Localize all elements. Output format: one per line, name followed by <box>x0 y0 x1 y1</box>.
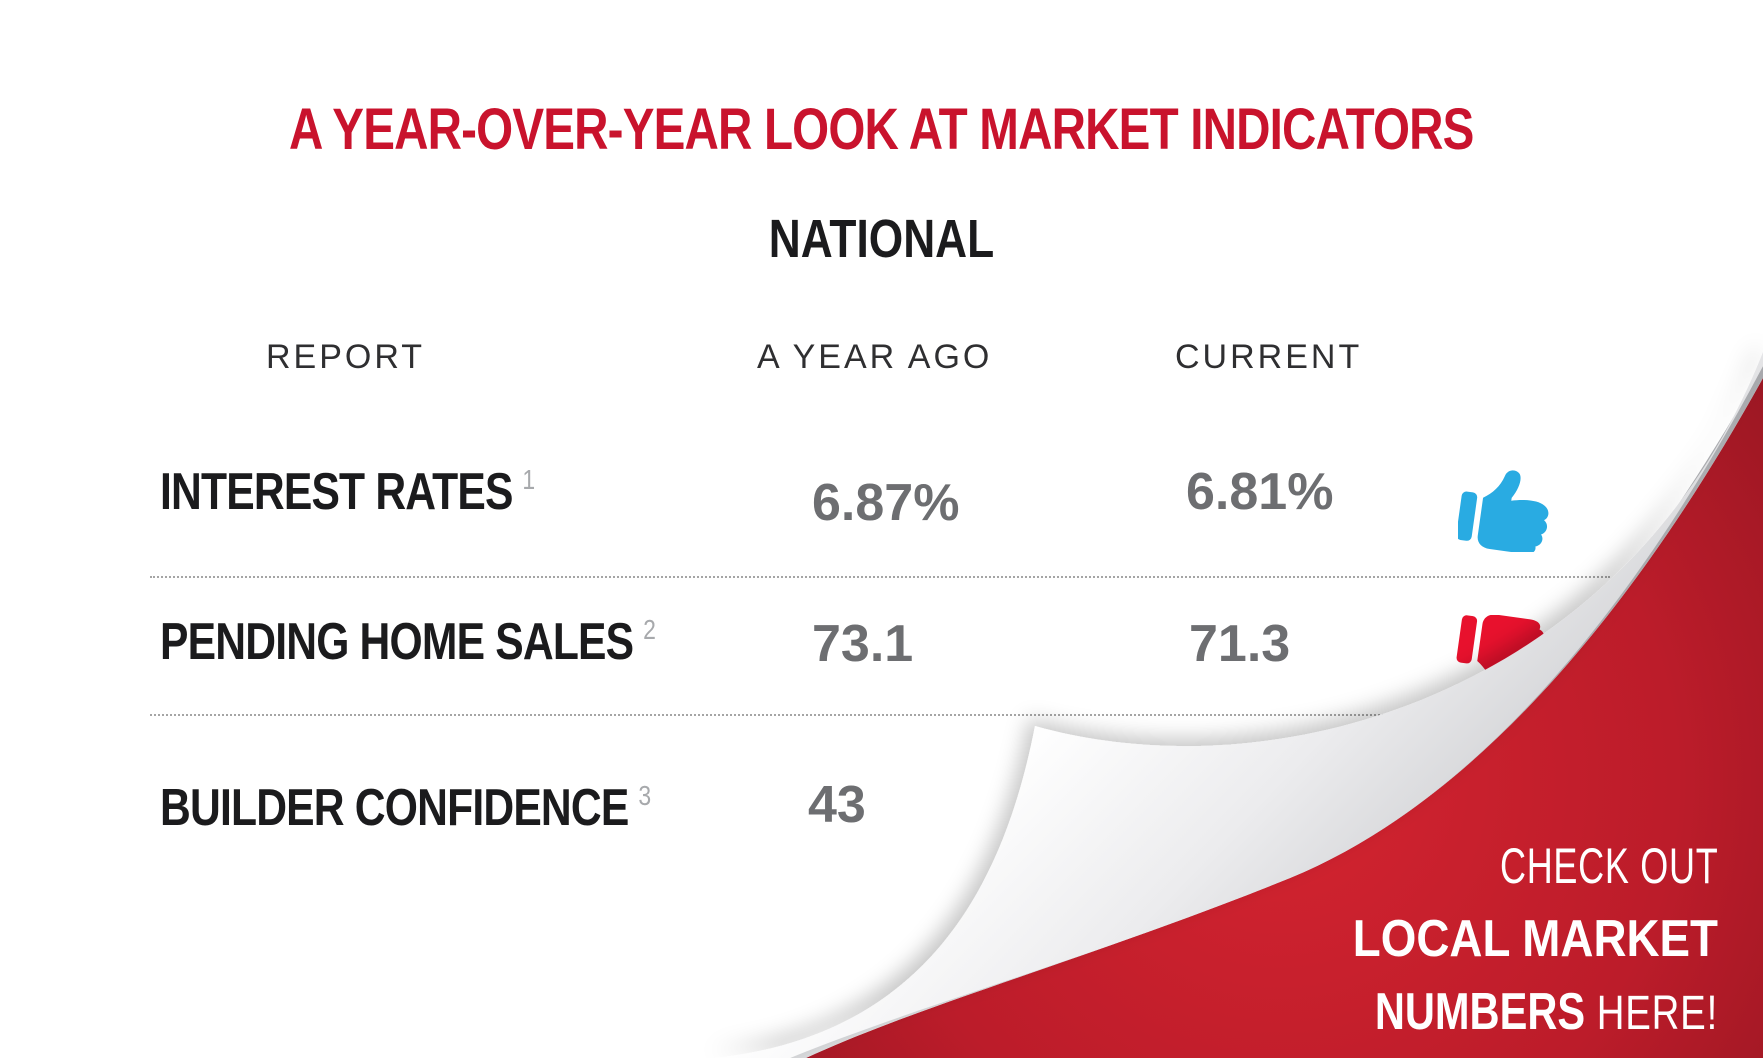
row-label-builder-confidence: BUILDER CONFIDENCE 3 <box>160 779 652 837</box>
cta-line-3-light: HERE! <box>1596 987 1718 1040</box>
column-header-report: REPORT <box>266 338 426 376</box>
cta-line-3-bold: NUMBERS <box>1374 983 1586 1041</box>
dotted-divider <box>150 576 1610 578</box>
corner-cta-link[interactable]: CHECK OUT LOCAL MARKET NUMBERS HERE! <box>1289 836 1718 1055</box>
thumbs-up-icon <box>1458 470 1549 552</box>
footnote-marker: 2 <box>643 614 656 645</box>
row-label-interest-rates: INTEREST RATES 1 <box>160 463 536 521</box>
value-year-ago: 43 <box>808 776 866 834</box>
footnote-marker: 3 <box>638 780 652 811</box>
section-heading: NATIONAL <box>768 209 995 269</box>
cta-line-2: LOCAL MARKET <box>1352 910 1718 968</box>
value-year-ago: 73.1 <box>812 615 914 673</box>
value-current: 6.81% <box>1186 463 1334 521</box>
page-title: A YEAR-OVER-YEAR LOOK AT MARKET INDICATO… <box>289 97 1474 162</box>
dotted-divider <box>150 714 1500 716</box>
value-current: 71.3 <box>1189 615 1291 673</box>
column-header-current: CURRENT <box>1175 338 1363 376</box>
value-year-ago: 6.87% <box>812 474 960 532</box>
red-corner-background <box>806 378 1763 1058</box>
footnote-marker: 1 <box>522 464 536 495</box>
column-header-year-ago: A YEAR AGO <box>757 338 993 376</box>
row-label-pending-home-sales: PENDING HOME SALES 2 <box>160 613 656 671</box>
cta-line-1: CHECK OUT <box>1499 838 1718 894</box>
